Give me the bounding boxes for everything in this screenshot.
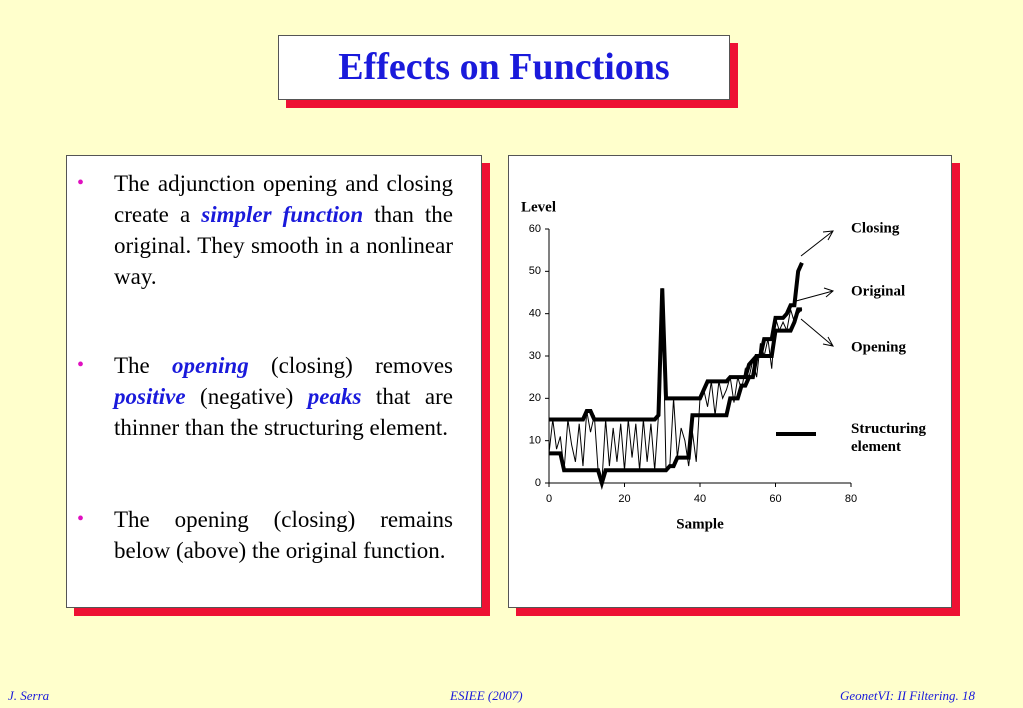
footer-left: J. Serra [8,688,50,703]
series-label: Original [851,283,905,299]
x-tick-label: 20 [618,493,630,505]
footer-right: GeonetVI: II Filtering. 18 [839,688,975,703]
text-panel: The adjunction opening and closing creat… [66,155,482,608]
bullet: The opening (closing) removes positive (… [77,350,453,443]
text: that are thinner than the structuring el… [114,384,453,440]
series-line [548,288,803,484]
y-tick-label: 0 [535,477,541,489]
arrow-head [823,287,834,298]
x-tick-label: 0 [546,493,552,505]
chart: Level Sample 0 10 20 30 40 50 60 0 20 40 60 80 Closi… [521,199,907,532]
emphasis: positive [114,384,186,409]
text: than the original. They smooth in a nonl… [114,202,453,289]
series-label: Closing [851,220,900,236]
y-axis-label: Level [521,199,556,215]
emphasis: opening [172,353,249,378]
text: (closing) removes [248,353,453,378]
arrow-head [822,230,834,241]
y-tick-label: 40 [529,308,541,320]
arrow [795,290,834,302]
x-axis-label: Sample [676,516,724,532]
series-line [549,307,802,491]
y-tick-label: 30 [529,350,541,362]
emphasis: peaks [307,384,362,409]
legend-note: Structuring element [851,421,926,455]
y-tick-label: 50 [529,265,541,277]
text: The adjunction opening and closing creat… [114,171,453,227]
text: The opening (closing) remains below (abo… [114,507,453,563]
x-tick-label: 60 [769,493,781,505]
bullet: The opening (closing) remains below (abo… [77,504,453,566]
slide-title: Effects on Functions [278,35,730,100]
x-tick-label: 40 [694,493,706,505]
bullet: The adjunction opening and closing creat… [77,168,453,292]
arrow-head [822,336,834,347]
y-tick-label: 60 [529,223,541,235]
chart-panel: Level Sample 0 10 20 30 40 50 60 0 20 40 60 80 Closi… [508,155,952,608]
x-tick-label: 80 [845,493,857,505]
text: The [114,353,173,378]
footer-center: ESIEE (2007) [450,688,523,703]
arrow [800,318,834,347]
arrow [800,230,834,257]
emphasis: simpler function [201,202,364,227]
series-line [549,262,804,422]
text: (negative) [185,384,308,409]
y-tick-label: 20 [529,392,541,404]
y-tick-label: 10 [529,435,541,447]
series-label: Opening [851,339,907,355]
